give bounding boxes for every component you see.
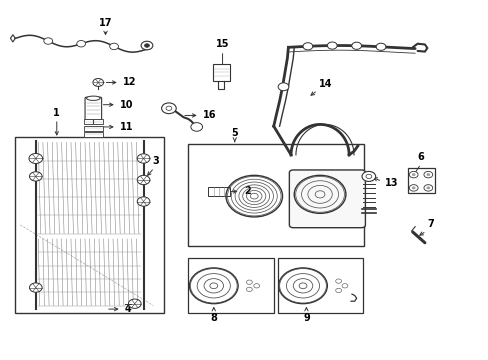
Circle shape [335, 279, 341, 283]
Circle shape [408, 185, 417, 191]
Circle shape [327, 42, 336, 49]
Circle shape [408, 171, 417, 178]
Text: 12: 12 [122, 77, 136, 87]
Circle shape [77, 41, 85, 47]
Circle shape [165, 106, 171, 111]
Circle shape [137, 175, 150, 185]
Circle shape [253, 284, 259, 288]
Circle shape [351, 42, 361, 49]
Circle shape [365, 174, 371, 179]
Text: 9: 9 [303, 313, 309, 323]
Circle shape [29, 172, 42, 181]
Circle shape [303, 43, 312, 50]
Bar [83, 120, 103, 124]
Circle shape [137, 197, 150, 206]
Circle shape [161, 103, 176, 114]
Text: 1: 1 [53, 108, 60, 118]
Text: 17: 17 [99, 18, 112, 28]
Text: 5: 5 [231, 128, 238, 138]
Bar [188, 258, 273, 314]
Text: 13: 13 [384, 177, 398, 188]
Text: 16: 16 [203, 111, 216, 121]
Ellipse shape [86, 96, 100, 100]
Circle shape [246, 287, 252, 292]
Text: 15: 15 [215, 40, 229, 49]
Circle shape [411, 174, 414, 176]
Circle shape [278, 83, 288, 91]
Text: 2: 2 [244, 186, 251, 197]
Circle shape [335, 288, 341, 293]
Text: 14: 14 [318, 79, 331, 89]
Circle shape [411, 187, 414, 189]
Circle shape [141, 41, 153, 50]
Bar [407, 168, 434, 193]
FancyBboxPatch shape [289, 170, 365, 228]
Bar [15, 137, 163, 313]
Circle shape [128, 299, 141, 309]
Bar [277, 258, 362, 314]
Circle shape [190, 123, 202, 131]
Bar [83, 132, 103, 137]
Circle shape [109, 43, 118, 50]
Circle shape [29, 283, 42, 292]
Circle shape [246, 280, 252, 284]
Text: 8: 8 [210, 313, 217, 323]
Circle shape [93, 78, 103, 86]
Circle shape [375, 43, 385, 50]
Text: 6: 6 [417, 152, 424, 162]
Circle shape [341, 284, 347, 288]
Bar [212, 64, 230, 81]
Circle shape [29, 153, 42, 163]
Text: 3: 3 [152, 156, 159, 166]
Text: 11: 11 [120, 122, 133, 132]
Circle shape [426, 174, 429, 176]
Bar [208, 187, 229, 196]
Circle shape [144, 44, 149, 47]
Circle shape [361, 171, 375, 181]
Circle shape [426, 187, 429, 189]
FancyBboxPatch shape [85, 97, 102, 120]
Bar [188, 144, 363, 246]
Text: 7: 7 [427, 220, 434, 229]
Text: 4: 4 [124, 304, 131, 314]
Bar [83, 126, 103, 131]
Text: 10: 10 [120, 100, 133, 110]
Circle shape [423, 171, 432, 178]
Circle shape [44, 38, 53, 44]
Circle shape [137, 154, 150, 163]
Circle shape [423, 185, 432, 191]
